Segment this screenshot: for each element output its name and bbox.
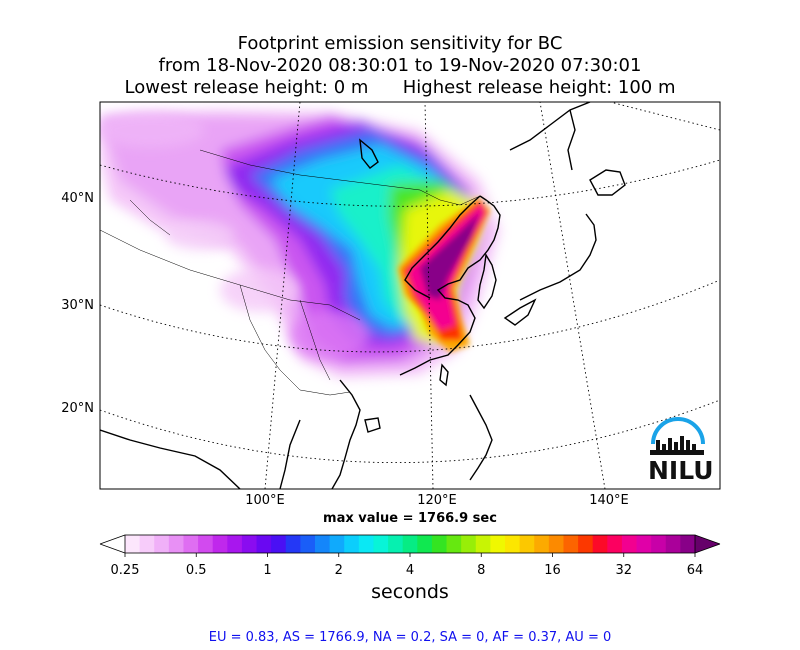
plot-title-line-2: from 18-Nov-2020 08:30:01 to 19-Nov-2020… <box>158 55 642 76</box>
colorbar-cell <box>183 535 199 553</box>
lon-label-140: 140°E <box>589 493 629 508</box>
colorbar-cell <box>402 535 418 553</box>
colorbar-cell <box>344 535 360 553</box>
colorbar-cell <box>563 535 579 553</box>
colorbar-unit-label: seconds <box>371 581 449 603</box>
lon-label-120: 120°E <box>417 493 457 508</box>
colorbar-cell <box>227 535 243 553</box>
coastlines <box>100 102 626 489</box>
colorbar-cell <box>475 535 491 553</box>
colorbar-cell <box>621 535 638 553</box>
colorbar-tick-label: 16 <box>544 563 561 578</box>
colorbar-cell <box>446 535 462 553</box>
colorbar-cell <box>505 535 521 553</box>
colorbar-max-extend <box>695 535 720 553</box>
colorbar-cell <box>592 535 608 553</box>
colorbar-cell <box>373 535 389 553</box>
colorbar-cell <box>534 535 550 553</box>
sensitivity-field <box>100 110 500 378</box>
max-value-label: max value = 1766.9 sec <box>323 511 497 526</box>
colorbar-cell <box>665 535 681 553</box>
country-borders <box>100 149 481 396</box>
regional-stats: EU = 0.83, AS = 1766.9, NA = 0.2, SA = 0… <box>208 630 612 645</box>
colorbar-cell <box>168 535 185 553</box>
colorbar-tick-label: 1 <box>263 563 272 578</box>
colorbar-min-extend <box>100 535 125 553</box>
colorbar-cell <box>125 535 141 553</box>
colorbar-cell <box>198 535 214 553</box>
colorbar-cell <box>519 535 535 553</box>
colorbar-cell <box>256 535 272 553</box>
colorbar-cell <box>461 535 477 553</box>
colorbar-tick-label: 32 <box>615 563 633 578</box>
lat-label-40: 40°N <box>61 191 94 206</box>
colorbar-cell <box>548 535 565 553</box>
colorbar-cell <box>417 535 433 553</box>
nilu-logo-graphic <box>650 417 705 455</box>
colorbar-cell <box>212 535 228 553</box>
colorbar-tick-label: 8 <box>477 563 486 578</box>
colorbar-cell <box>431 535 448 553</box>
colorbar-cell <box>315 535 331 553</box>
colorbar-tick-label: 0.5 <box>185 563 207 578</box>
lat-label-20: 20°N <box>61 401 94 416</box>
map-frame <box>99 101 721 490</box>
plot-title-line-3: Lowest release height: 0 m Highest relea… <box>124 77 676 98</box>
colorbar-cell <box>154 535 170 553</box>
colorbar-tick-label: 64 <box>686 563 704 578</box>
colorbar-tick-label: 2 <box>334 563 343 578</box>
lon-label-100: 100°E <box>245 493 285 508</box>
colorbar-cell <box>329 535 345 553</box>
colorbar-cell <box>651 535 667 553</box>
colorbar-cell <box>578 535 594 553</box>
nilu-logo-text: NILU <box>648 456 714 485</box>
colorbar-cell <box>241 535 258 553</box>
colorbar-cell <box>300 535 316 553</box>
colorbar-cell <box>358 535 375 553</box>
colorbar-cell <box>271 535 287 553</box>
colorbar-cell <box>680 535 696 553</box>
colorbar-cell <box>636 535 652 553</box>
colorbar-cell <box>490 535 506 553</box>
colorbar-tick-label: 4 <box>405 563 415 578</box>
colorbar-cell <box>285 535 301 553</box>
plot-title-line-1: Footprint emission sensitivity for BC <box>237 33 563 54</box>
colorbar-cell <box>607 535 623 553</box>
colorbar-cell <box>388 535 404 553</box>
lat-label-30: 30°N <box>61 298 94 313</box>
colorbar-tick-label: 0.25 <box>110 563 140 578</box>
colorbar-cell <box>139 535 155 553</box>
graticule <box>100 102 720 489</box>
